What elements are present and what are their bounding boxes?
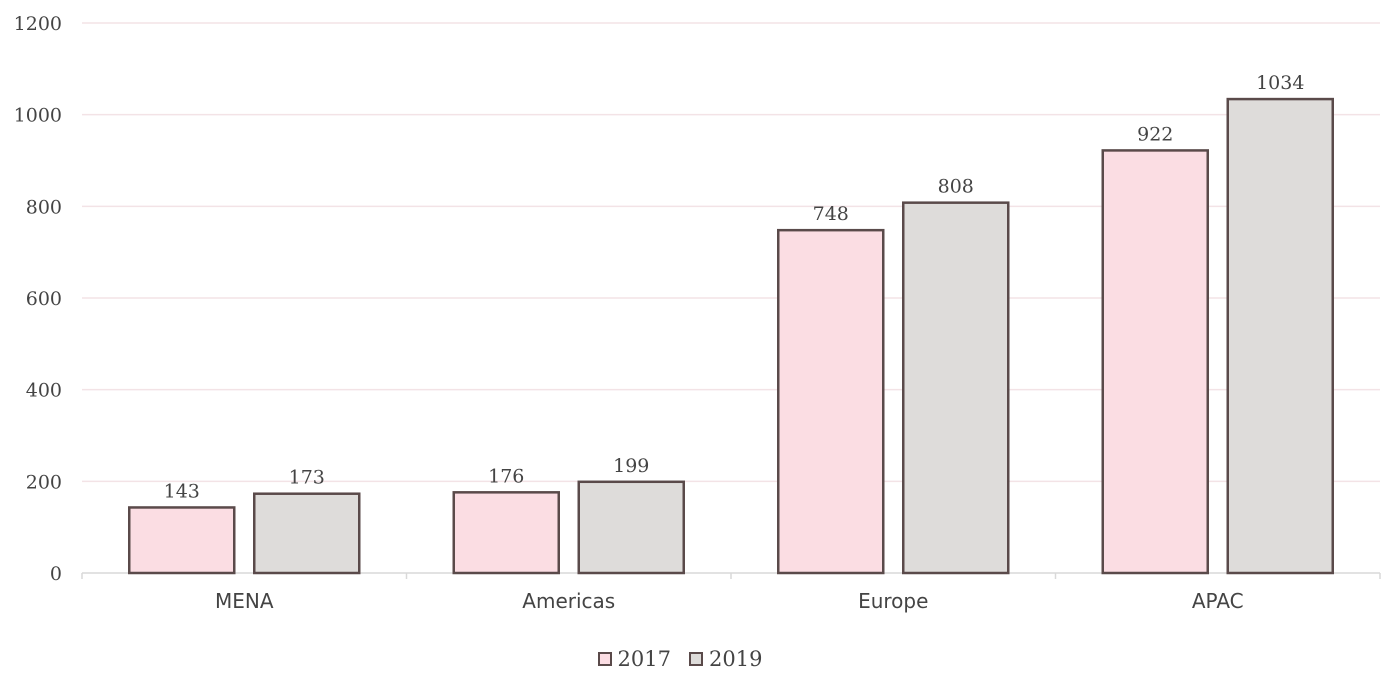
y-axis: 0 200 400 600 800 1000 1200	[14, 13, 62, 585]
x-tick-label: Europe	[858, 589, 928, 613]
data-labels: 143 173 176 199 748 808 922 1034	[164, 72, 1305, 502]
y-tick-label: 200	[26, 471, 62, 493]
data-label: 808	[938, 176, 974, 198]
x-axis: MENA Americas Europe APAC	[81, 572, 1381, 613]
bar-chart: 0 200 400 600 800 1000 1200 MENA Americas Europe…	[14, 13, 1381, 613]
bar-2017-mena	[128, 506, 236, 575]
data-label: 922	[1137, 123, 1173, 145]
x-tick-label: MENA	[215, 589, 274, 613]
data-label: 143	[164, 480, 200, 502]
y-tick-label: 400	[26, 380, 62, 402]
bar-2017-apac	[1101, 149, 1209, 575]
bar-2017-europe	[777, 228, 885, 575]
legend-label-series-0: 2017	[617, 647, 671, 671]
data-label: 176	[488, 465, 524, 487]
bar-2019-apac	[1226, 97, 1334, 575]
legend-swatch-series-0	[597, 652, 612, 666]
bar-2019-americas	[577, 480, 685, 575]
legend: 2017 2019	[0, 647, 1360, 671]
y-tick-label: 600	[26, 288, 62, 310]
bars	[128, 97, 1334, 575]
y-tick-label: 0	[50, 563, 62, 585]
y-tick-label: 1000	[14, 105, 62, 127]
legend-label-series-1: 2019	[709, 647, 763, 671]
bar-2017-americas	[452, 491, 560, 575]
bar-2019-europe	[902, 201, 1010, 575]
y-tick-label: 1200	[14, 13, 62, 35]
x-tick-label: APAC	[1192, 589, 1244, 613]
x-tick-label: Americas	[522, 589, 615, 613]
legend-item-series-1: 2019	[689, 647, 762, 671]
data-label: 748	[813, 203, 849, 225]
data-label: 173	[289, 467, 325, 489]
legend-swatch-series-1	[689, 652, 703, 666]
bar-2019-mena	[253, 492, 361, 575]
data-label: 1034	[1256, 72, 1304, 94]
y-tick-label: 800	[26, 196, 62, 218]
legend-item-series-0: 2017	[597, 647, 671, 671]
data-label: 199	[613, 455, 649, 477]
